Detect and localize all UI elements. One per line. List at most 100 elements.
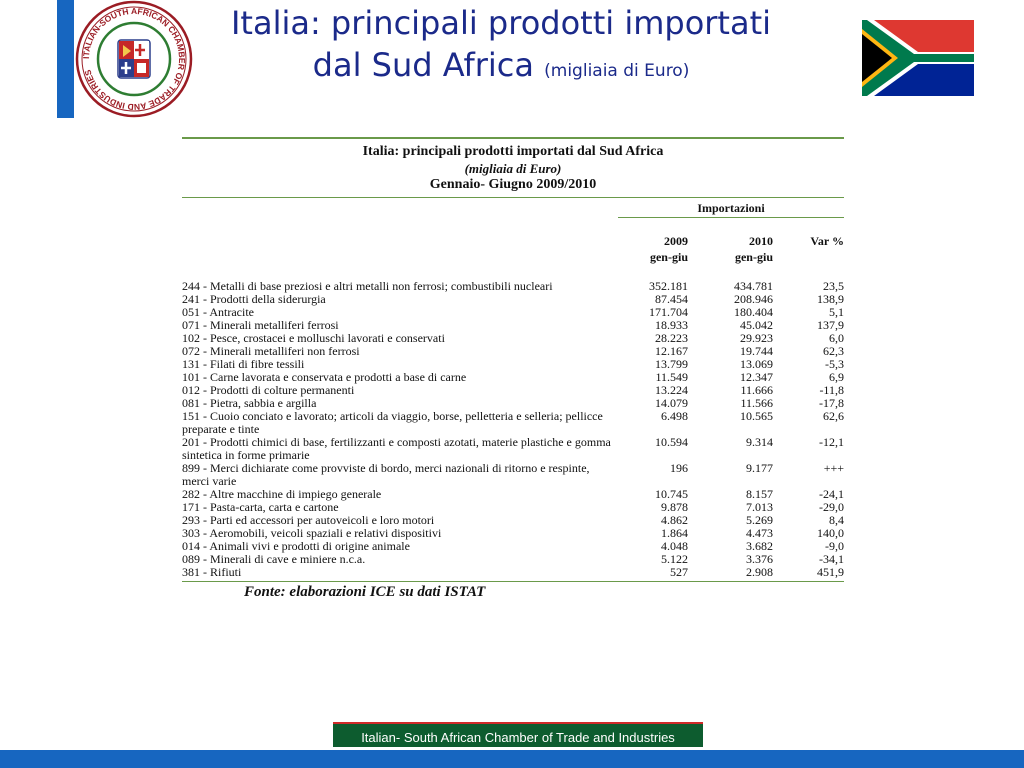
row-value-2009: 1.864 (661, 526, 688, 540)
row-value-2009: 13.224 (655, 383, 688, 397)
table-row: 081 - Pietra, sabbia e argilla 14.079 11.5… (182, 397, 844, 410)
row-value-2010: 11.566 (740, 396, 773, 410)
row-description: 171 - Pasta-carta, carta e cartone (182, 500, 339, 514)
row-value-2009: 527 (670, 565, 688, 579)
row-value-2009: 10.745 (655, 487, 688, 501)
row-var-percent: 8,4 (829, 513, 844, 527)
table-bottom-rule (182, 581, 844, 582)
table-body: 244 - Metalli di base preziosi e altri m… (182, 280, 844, 579)
table-row: 282 - Altre macchine di impiego generale… (182, 488, 844, 501)
row-var-percent: 138,9 (817, 292, 844, 306)
row-value-2010: 5.269 (746, 513, 773, 527)
row-value-2009: 4.048 (661, 539, 688, 553)
row-value-2010: 9.177 (746, 461, 773, 475)
row-description: 244 - Metalli di base preziosi e altri m… (182, 279, 553, 293)
row-value-2009: 87.454 (655, 292, 688, 306)
group-header: Importazioni (697, 201, 765, 215)
table-row: 072 - Minerali metalliferi non ferrosi 12… (182, 345, 844, 358)
row-value-2010: 45.042 (740, 318, 773, 332)
row-var-percent: -17,8 (819, 396, 844, 410)
column-header-2010: 2010 gen-giu (734, 234, 773, 264)
row-description: 303 - Aeromobili, veicoli spaziali e rel… (182, 526, 442, 540)
row-var-percent: 140,0 (817, 526, 844, 540)
row-var-percent: 451,9 (817, 565, 844, 579)
row-var-percent: -29,0 (819, 500, 844, 514)
row-description: 201 - Prodotti chimici di base, fertiliz… (182, 435, 611, 462)
table-row: 051 - Antracite 171.704 180.404 5,1 (182, 306, 844, 319)
row-var-percent: +++ (823, 461, 844, 475)
slide-title: Italia: principali prodotti importati da… (196, 2, 806, 92)
table-title: Italia: principali prodotti importati da… (362, 144, 664, 159)
table-row: 293 - Parti ed accessori per autoveicoli… (182, 514, 844, 527)
row-value-2009: 14.079 (655, 396, 688, 410)
row-description: 241 - Prodotti della siderurgia (182, 292, 326, 306)
group-header-rule (618, 217, 844, 218)
table-row: 014 - Animali vivi e prodotti di origine… (182, 540, 844, 553)
row-var-percent: 6,9 (829, 370, 844, 384)
row-value-2009: 10.594 (655, 435, 688, 449)
table-row: 241 - Prodotti della siderurgia 87.454 208… (182, 293, 844, 306)
table-row: 171 - Pasta-carta, carta e cartone 9.878 7… (182, 501, 844, 514)
table-top-rule (182, 137, 844, 139)
row-description: 293 - Parti ed accessori per autoveicoli… (182, 513, 435, 527)
row-description: 381 - Rifiuti (182, 565, 242, 579)
row-var-percent: 62,6 (823, 409, 844, 423)
row-value-2010: 13.069 (740, 357, 773, 371)
row-description: 051 - Antracite (182, 305, 254, 319)
table-source: Fonte: elaborazioni ICE su dati ISTAT (244, 584, 486, 600)
row-value-2009: 28.223 (655, 331, 688, 345)
row-description: 151 - Cuoio conciato e lavorato; articol… (182, 409, 603, 436)
table-row: 303 - Aeromobili, veicoli spaziali e rel… (182, 527, 844, 540)
row-description: 072 - Minerali metalliferi non ferrosi (182, 344, 360, 358)
table-row: 101 - Carne lavorata e conservata e prod… (182, 371, 844, 384)
row-value-2010: 180.404 (734, 305, 773, 319)
row-value-2010: 3.376 (746, 552, 773, 566)
south-africa-flag-icon (862, 20, 974, 96)
row-var-percent: 5,1 (829, 305, 844, 319)
row-value-2010: 4.473 (746, 526, 773, 540)
row-var-percent: 23,5 (823, 279, 844, 293)
row-description: 012 - Prodotti di colture permanenti (182, 383, 355, 397)
row-value-2010: 10.565 (740, 409, 773, 423)
row-var-percent: -5,3 (825, 357, 844, 371)
row-description: 101 - Carne lavorata e conservata e prod… (182, 370, 467, 384)
table-rule (182, 197, 844, 198)
row-description: 282 - Altre macchine di impiego generale (182, 487, 382, 501)
row-description: 071 - Minerali metalliferi ferrosi (182, 318, 339, 332)
row-value-2009: 18.933 (655, 318, 688, 332)
row-value-2010: 9.314 (746, 435, 773, 449)
row-value-2009: 196 (670, 461, 688, 475)
row-value-2009: 4.862 (661, 513, 688, 527)
table-row: 131 - Filati di fibre tessili 13.799 13.06… (182, 358, 844, 371)
slide-title-line1: Italia: principali prodotti importati (230, 4, 772, 42)
bottom-accent-bar (0, 750, 1024, 768)
table-row: 899 - Merci dichiarate come provviste di… (182, 462, 844, 488)
table-period: Gennaio- Giugno 2009/2010 (429, 177, 597, 192)
row-var-percent: 62,3 (823, 344, 844, 358)
row-description: 131 - Filati di fibre tessili (182, 357, 305, 371)
row-value-2009: 11.549 (655, 370, 688, 384)
row-value-2009: 6.498 (661, 409, 688, 423)
table-row: 071 - Minerali metalliferi ferrosi 18.933… (182, 319, 844, 332)
row-value-2009: 9.878 (661, 500, 688, 514)
row-description: 102 - Pesce, crostacei e molluschi lavor… (182, 331, 445, 345)
row-value-2010: 19.744 (740, 344, 773, 358)
row-value-2009: 5.122 (661, 552, 688, 566)
row-var-percent: -11,8 (819, 383, 844, 397)
row-var-percent: -34,1 (819, 552, 844, 566)
row-value-2010: 8.157 (746, 487, 773, 501)
table-row: 244 - Metalli di base preziosi e altri m… (182, 280, 844, 293)
column-header-var: Var % (810, 234, 844, 248)
footer-banner: Italian- South African Chamber of Trade … (333, 722, 703, 749)
row-value-2010: 12.347 (740, 370, 773, 384)
chamber-logo: ITALIAN-SOUTH AFRICAN CHAMBER OF TRADE A… (74, 0, 196, 118)
row-description: 081 - Pietra, sabbia e argilla (182, 396, 317, 410)
row-value-2010: 2.908 (746, 565, 773, 579)
row-value-2010: 7.013 (746, 500, 773, 514)
row-value-2009: 352.181 (649, 279, 688, 293)
row-var-percent: -12,1 (819, 435, 844, 449)
table-row: 089 - Minerali di cave e miniere n.c.a. 5… (182, 553, 844, 566)
table-row: 201 - Prodotti chimici di base, fertiliz… (182, 436, 844, 462)
row-value-2010: 3.682 (746, 539, 773, 553)
row-value-2010: 208.946 (734, 292, 773, 306)
